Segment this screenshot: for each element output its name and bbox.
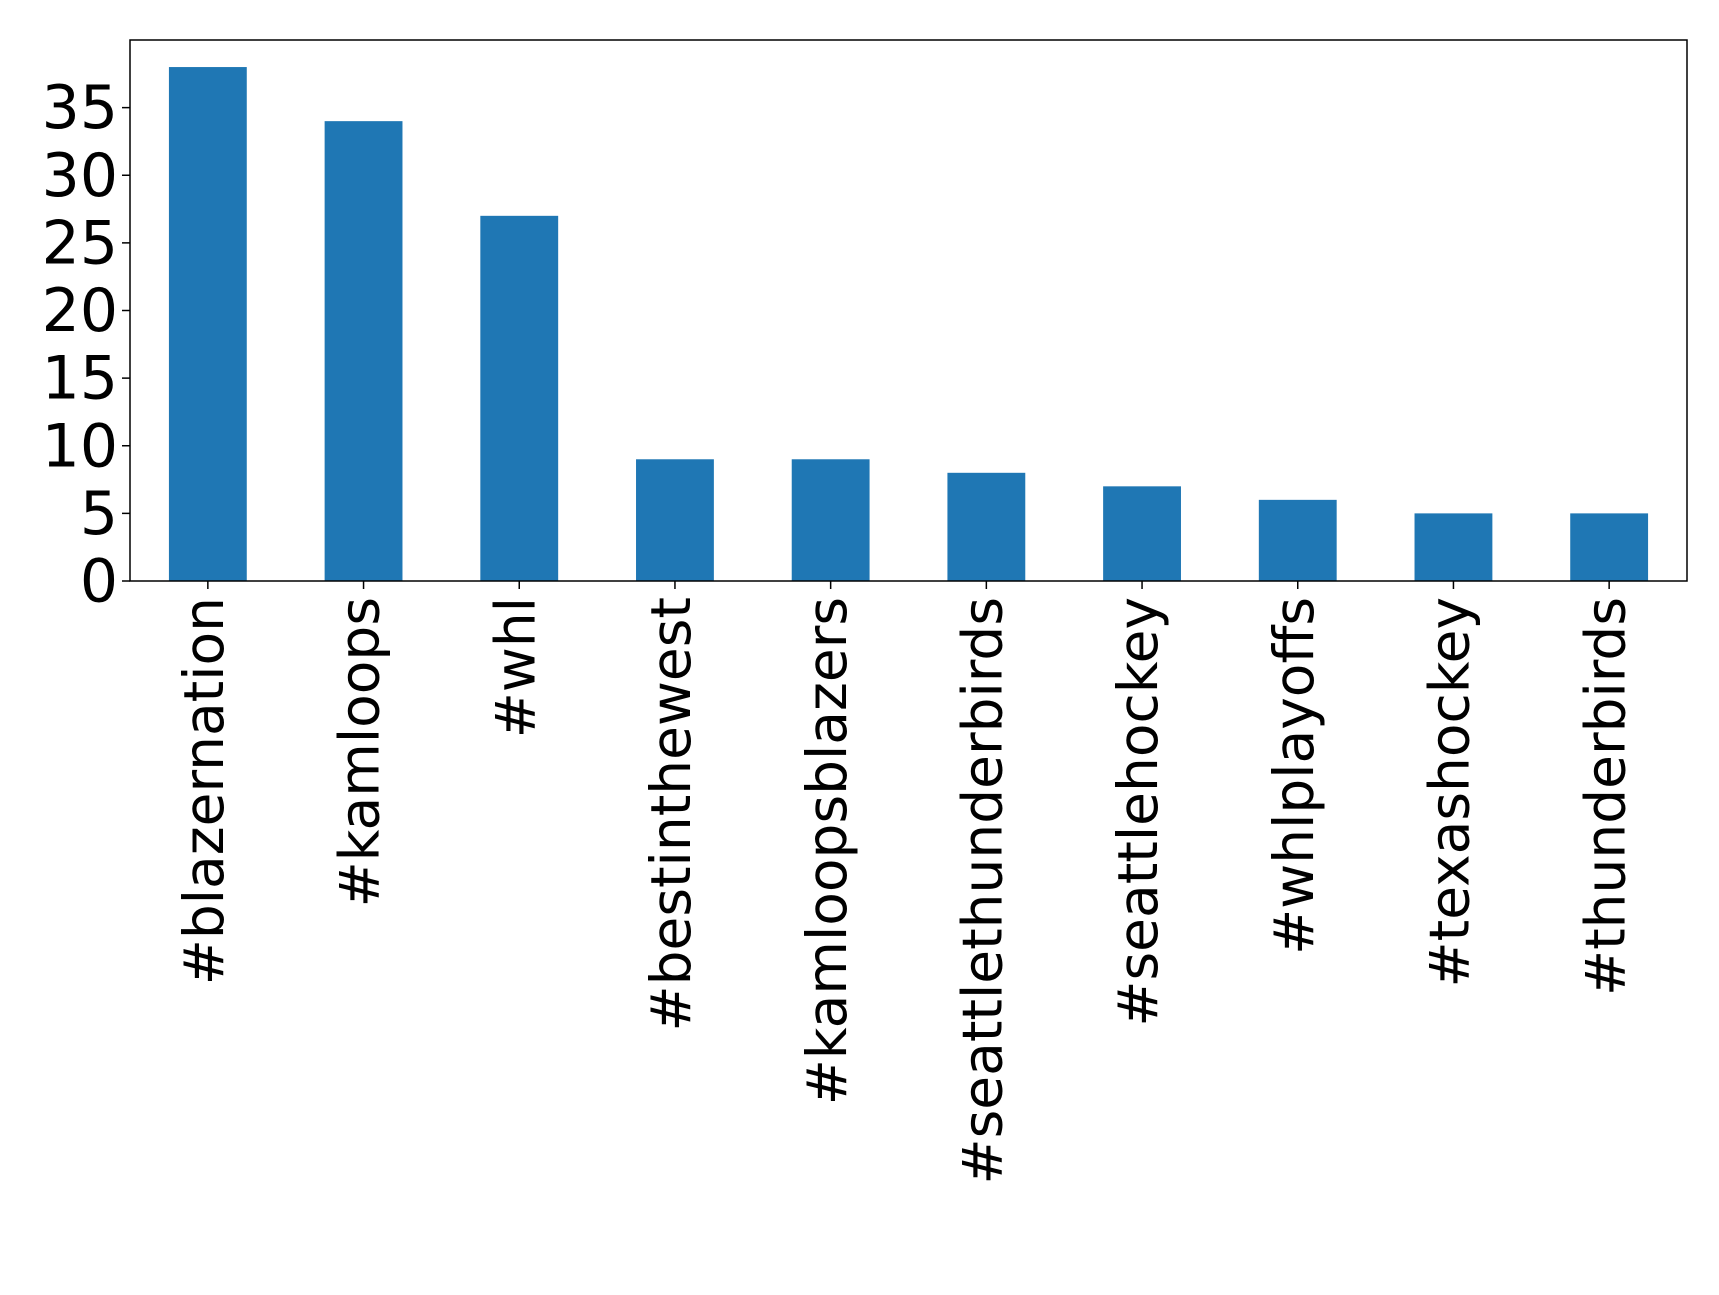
bar — [324, 121, 403, 582]
bar — [1414, 513, 1493, 581]
x-tick-label: #seattlehockey — [1106, 597, 1170, 1027]
y-tick-label: 25 — [42, 208, 118, 278]
y-tick-label: 5 — [80, 479, 118, 549]
y-tick-label: 35 — [42, 73, 118, 143]
bar — [1258, 499, 1337, 581]
bar — [947, 472, 1026, 581]
plot-frame — [129, 39, 1688, 582]
x-tick-label: #blazernation — [172, 597, 236, 985]
x-tick-label: #seattlethunderbirds — [950, 597, 1014, 1184]
y-tick-label: 30 — [42, 141, 118, 211]
y-tick-label: 15 — [42, 344, 118, 414]
x-tick-label: #whlplayoffs — [1262, 597, 1326, 955]
x-tick-label: #bestinthewest — [639, 597, 703, 1032]
x-tick-label: #thunderbirds — [1573, 597, 1637, 996]
y-tick-label: 10 — [42, 411, 118, 481]
y-tick-label: 20 — [42, 276, 118, 346]
bar — [636, 459, 714, 581]
x-tick-label: #texashockey — [1418, 597, 1482, 987]
bar — [791, 459, 870, 581]
bar — [168, 67, 247, 582]
x-tick-label: #kamloops — [328, 597, 392, 907]
x-tick-label: #whl — [483, 597, 547, 738]
bar — [1570, 513, 1649, 581]
bar — [1103, 486, 1181, 581]
x-tick-label: #kamloopsblazers — [795, 597, 859, 1105]
y-tick-label: 0 — [80, 547, 118, 617]
bar — [480, 215, 559, 581]
